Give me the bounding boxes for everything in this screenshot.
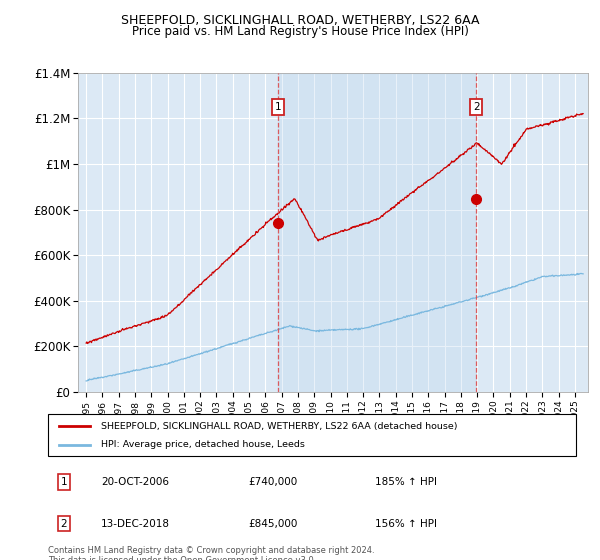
Bar xyxy=(278,73,476,392)
Text: SHEEPFOLD, SICKLINGHALL ROAD, WETHERBY, LS22 6AA: SHEEPFOLD, SICKLINGHALL ROAD, WETHERBY, … xyxy=(121,14,479,27)
Text: 2: 2 xyxy=(473,102,479,112)
Text: £740,000: £740,000 xyxy=(248,477,298,487)
Text: HPI: Average price, detached house, Leeds: HPI: Average price, detached house, Leed… xyxy=(101,440,305,449)
Text: 2: 2 xyxy=(61,519,67,529)
Text: 20-OCT-2006: 20-OCT-2006 xyxy=(101,477,169,487)
Text: Contains HM Land Registry data © Crown copyright and database right 2024.
This d: Contains HM Land Registry data © Crown c… xyxy=(48,546,374,560)
Text: Price paid vs. HM Land Registry's House Price Index (HPI): Price paid vs. HM Land Registry's House … xyxy=(131,25,469,38)
Text: 156% ↑ HPI: 156% ↑ HPI xyxy=(376,519,437,529)
Text: 13-DEC-2018: 13-DEC-2018 xyxy=(101,519,170,529)
Text: £845,000: £845,000 xyxy=(248,519,298,529)
Text: 1: 1 xyxy=(61,477,67,487)
FancyBboxPatch shape xyxy=(48,414,576,456)
Text: 185% ↑ HPI: 185% ↑ HPI xyxy=(376,477,437,487)
Text: SHEEPFOLD, SICKLINGHALL ROAD, WETHERBY, LS22 6AA (detached house): SHEEPFOLD, SICKLINGHALL ROAD, WETHERBY, … xyxy=(101,422,457,431)
Text: 1: 1 xyxy=(275,102,282,112)
